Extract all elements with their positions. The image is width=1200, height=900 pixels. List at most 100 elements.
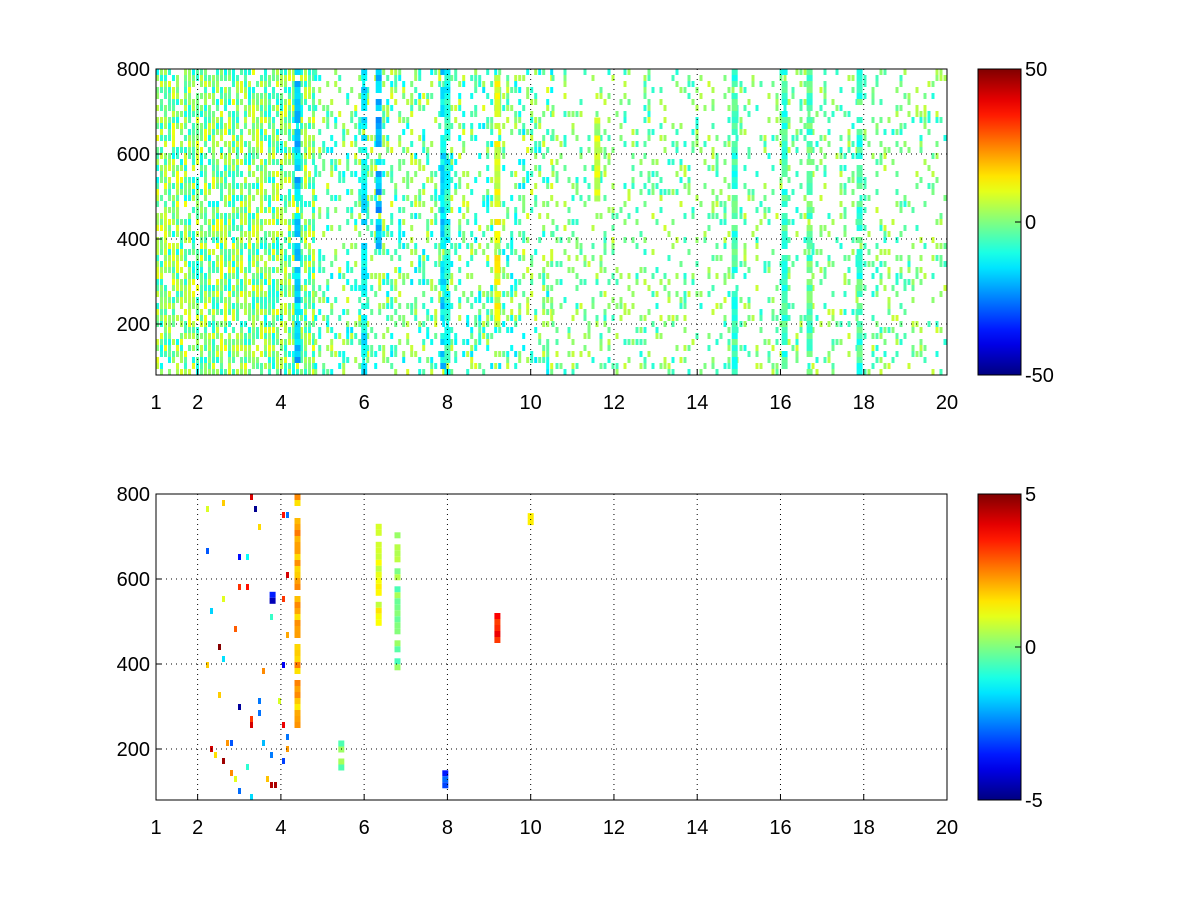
heatmap-cell bbox=[160, 345, 163, 351]
heatmap-cell bbox=[248, 93, 251, 99]
heatmap-streak-cell bbox=[294, 327, 301, 333]
heatmap-cell bbox=[406, 147, 410, 153]
heatmap-cell bbox=[264, 279, 267, 285]
heatmap-cell bbox=[579, 279, 583, 285]
heatmap-streak-cell bbox=[806, 297, 813, 303]
heatmap-cell bbox=[895, 315, 899, 321]
heatmap-cell bbox=[318, 87, 322, 93]
heatmap-streak-cell bbox=[294, 710, 301, 716]
heatmap-cell bbox=[402, 321, 406, 327]
heatmap-streak-cell bbox=[440, 351, 447, 357]
heatmap-cell bbox=[308, 141, 311, 147]
heatmap-cell bbox=[326, 81, 330, 87]
heatmap-cell bbox=[232, 243, 235, 249]
heatmap-cell bbox=[326, 285, 330, 291]
heatmap-cell bbox=[172, 279, 175, 285]
heatmap-cell bbox=[875, 171, 879, 177]
heatmap-cell bbox=[518, 309, 522, 315]
heatmap-cell bbox=[542, 69, 546, 75]
heatmap-cell bbox=[927, 165, 931, 171]
heatmap-cell bbox=[322, 165, 326, 171]
heatmap-cell bbox=[803, 69, 807, 75]
heatmap-cell bbox=[288, 69, 291, 75]
heatmap-cell bbox=[312, 213, 315, 219]
heatmap-cell bbox=[196, 339, 199, 345]
heatmap-cell bbox=[398, 315, 402, 321]
heatmap-cell bbox=[256, 213, 259, 219]
heatmap-cell bbox=[603, 231, 607, 237]
heatmap-cell bbox=[292, 159, 295, 165]
heatmap-cell bbox=[240, 267, 243, 273]
heatmap-cell bbox=[510, 105, 514, 111]
heatmap-cell bbox=[458, 207, 462, 213]
heatmap-cell bbox=[342, 369, 346, 375]
heatmap-cell bbox=[727, 291, 731, 297]
heatmap-cell bbox=[406, 123, 410, 129]
heatmap-cell bbox=[172, 129, 175, 135]
heatmap-cell bbox=[272, 171, 275, 177]
heatmap-cell bbox=[212, 333, 215, 339]
heatmap-cell bbox=[799, 159, 803, 165]
heatmap-cell bbox=[168, 183, 171, 189]
heatmap-cell bbox=[284, 249, 287, 255]
heatmap-cell bbox=[232, 237, 235, 243]
heatmap-cell bbox=[687, 291, 691, 297]
heatmap-cell bbox=[236, 273, 239, 279]
heatmap-cell bbox=[939, 327, 943, 333]
heatmap-cell bbox=[280, 207, 283, 213]
heatmap-cell bbox=[200, 69, 203, 75]
heatmap-cell bbox=[370, 273, 374, 279]
heatmap-cell bbox=[803, 123, 807, 129]
heatmap-cell bbox=[603, 249, 607, 255]
heatmap-streak-cell bbox=[731, 99, 738, 105]
heatmap-cell bbox=[260, 195, 263, 201]
heatmap-cell bbox=[438, 165, 442, 171]
heatmap-cell bbox=[510, 243, 514, 249]
heatmap-cell bbox=[346, 165, 350, 171]
heatmap-cell bbox=[915, 225, 919, 231]
heatmap-cell bbox=[587, 327, 591, 333]
heatmap-cell bbox=[312, 201, 315, 207]
heatmap-cell bbox=[220, 249, 223, 255]
heatmap-cell bbox=[204, 327, 207, 333]
heatmap-streak-cell bbox=[856, 87, 863, 93]
heatmap-streak-cell bbox=[440, 93, 447, 99]
heatmap-cell bbox=[647, 351, 651, 357]
heatmap-streak-cell bbox=[294, 105, 301, 111]
heatmap-cell bbox=[164, 75, 167, 81]
heatmap-cell bbox=[188, 285, 191, 291]
heatmap-cell bbox=[831, 219, 835, 225]
heatmap-cell bbox=[288, 177, 291, 183]
heatmap-cell bbox=[382, 189, 386, 195]
heatmap-cell bbox=[208, 279, 211, 285]
heatmap-cell bbox=[268, 309, 271, 315]
heatmap-streak-cell bbox=[440, 147, 447, 153]
heatmap-cell bbox=[308, 177, 311, 183]
heatmap-cell bbox=[300, 339, 303, 345]
heatmap-streak-cell bbox=[494, 273, 501, 279]
heatmap-cell bbox=[268, 333, 271, 339]
heatmap-cell bbox=[575, 237, 579, 243]
heatmap-cell bbox=[627, 357, 631, 363]
heatmap-cell bbox=[322, 267, 326, 273]
heatmap-cell bbox=[490, 81, 494, 87]
heatmap-cell bbox=[276, 141, 279, 147]
heatmap-streak-cell bbox=[731, 291, 738, 297]
heatmap-cell bbox=[374, 195, 378, 201]
heatmap-cell bbox=[587, 147, 591, 153]
heatmap-cell bbox=[502, 273, 506, 279]
heatmap-streak-cell bbox=[361, 195, 368, 201]
heatmap-streak-cell bbox=[440, 207, 447, 213]
heatmap-cell bbox=[312, 351, 315, 357]
heatmap-cell bbox=[458, 105, 462, 111]
heatmap-cell bbox=[172, 123, 175, 129]
heatmap-cell bbox=[863, 93, 867, 99]
heatmap-streak-cell bbox=[440, 273, 447, 279]
heatmap-streak-cell bbox=[494, 231, 501, 237]
heatmap-streak-cell bbox=[731, 111, 738, 117]
heatmap-cell bbox=[791, 303, 795, 309]
heatmap-streak-cell bbox=[856, 81, 863, 87]
heatmap-cell bbox=[811, 129, 815, 135]
heatmap-cell bbox=[571, 369, 575, 375]
